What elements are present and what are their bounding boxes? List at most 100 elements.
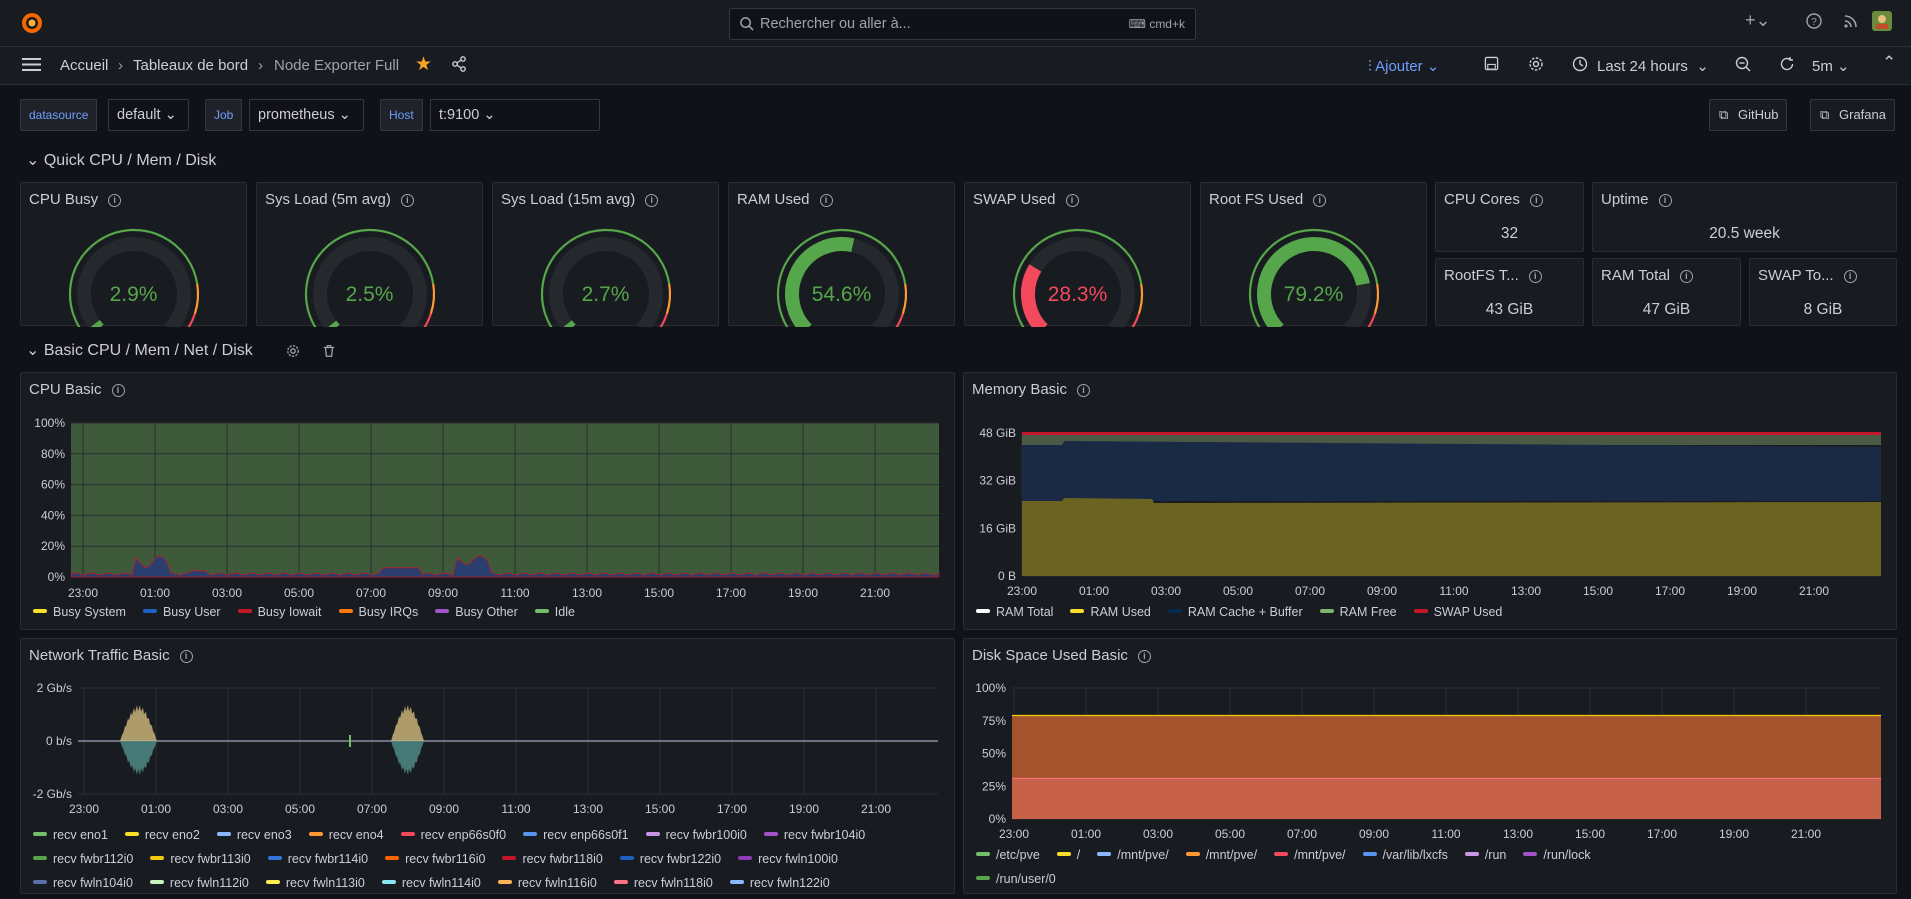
legend-item[interactable]: recv fwln114i0 bbox=[381, 871, 481, 895]
grafana-logo-icon[interactable] bbox=[20, 11, 44, 35]
legend-item[interactable]: /etc/pve bbox=[976, 843, 1040, 867]
time-range-picker[interactable]: Last 24 hours ⌄ bbox=[1597, 58, 1709, 75]
info-icon[interactable]: i bbox=[645, 194, 659, 207]
info-icon[interactable]: i bbox=[400, 194, 414, 207]
legend-item[interactable]: recv fwbr122i0 bbox=[619, 847, 721, 871]
variable-select-job[interactable]: prometheus ⌄ bbox=[249, 99, 364, 131]
help-icon[interactable]: ? bbox=[1806, 13, 1822, 29]
legend-item[interactable]: RAM Free bbox=[1319, 605, 1397, 619]
info-icon[interactable]: i bbox=[179, 650, 193, 663]
collapse-chevron-up-icon[interactable]: ⌃ bbox=[1882, 53, 1897, 72]
legend-item[interactable]: /run/user/0 bbox=[976, 867, 1056, 891]
legend-item[interactable]: recv fwln113i0 bbox=[265, 871, 365, 895]
info-icon[interactable]: i bbox=[108, 194, 122, 207]
legend-item[interactable]: recv fwbr116i0 bbox=[385, 847, 485, 871]
settings-gear-icon[interactable] bbox=[1528, 56, 1544, 72]
github-link-button[interactable]: ⧉ GitHub bbox=[1709, 99, 1788, 131]
zoom-out-icon[interactable] bbox=[1735, 56, 1751, 72]
info-icon[interactable]: i bbox=[1529, 194, 1543, 207]
legend-item[interactable]: recv eno3 bbox=[216, 823, 292, 847]
row-delete-trash-icon[interactable] bbox=[322, 344, 336, 358]
legend-item[interactable]: recv fwln104i0 bbox=[33, 871, 133, 895]
legend-item[interactable]: Busy Other bbox=[435, 605, 518, 619]
legend-item[interactable]: recv eno2 bbox=[124, 823, 200, 847]
legend-item[interactable]: /run/lock bbox=[1523, 843, 1591, 867]
stat-panel-uptime[interactable]: Uptime i 20.5 week bbox=[1592, 182, 1897, 252]
legend-item[interactable]: /mnt/pve/ bbox=[1274, 843, 1346, 867]
menu-hamburger-icon[interactable] bbox=[22, 57, 41, 72]
legend-item[interactable]: RAM Cache + Buffer bbox=[1167, 605, 1303, 619]
gauge-panel-2[interactable]: Sys Load (5m avg) i 2.5% bbox=[256, 182, 483, 327]
info-icon[interactable]: i bbox=[1658, 194, 1672, 207]
legend-item[interactable]: recv fwln122i0 bbox=[729, 871, 830, 895]
gauge-panel-3[interactable]: Sys Load (15m avg) i 2.7% bbox=[492, 182, 719, 327]
gauge-panel-5[interactable]: SWAP Used i 28.3% bbox=[964, 182, 1191, 327]
legend-item[interactable]: SWAP Used bbox=[1413, 605, 1502, 619]
stat-panel-cpu-cores[interactable]: CPU Cores i 32 bbox=[1435, 182, 1584, 252]
refresh-interval-picker[interactable]: 5m ⌄ bbox=[1812, 58, 1850, 75]
row-quick-header[interactable]: ⌄ Quick CPU / Mem / Disk bbox=[26, 152, 217, 169]
row-basic-header[interactable]: ⌄ Basic CPU / Mem / Net / Disk bbox=[26, 342, 253, 359]
legend-item[interactable]: /mnt/pve/ bbox=[1097, 843, 1169, 867]
legend-item[interactable]: recv fwbr118i0 bbox=[502, 847, 603, 871]
refresh-icon[interactable] bbox=[1779, 56, 1795, 72]
network-traffic-chart[interactable]: 2 Gb/s 0 b/s -2 Gb/s23:00 01:00 03:00 05:00 07… bbox=[21, 639, 956, 819]
legend-item[interactable]: Busy User bbox=[142, 605, 221, 619]
breadcrumb-dashboards[interactable]: Tableaux de bord bbox=[133, 57, 249, 74]
legend-item[interactable]: Idle bbox=[534, 605, 575, 619]
info-icon[interactable]: i bbox=[1137, 650, 1151, 663]
new-plus-icon[interactable]: +⌄ bbox=[1745, 10, 1771, 30]
info-icon[interactable]: i bbox=[1843, 270, 1857, 283]
legend-item[interactable]: recv fwln116i0 bbox=[497, 871, 597, 895]
legend-item[interactable]: Busy System bbox=[33, 605, 126, 619]
legend-item[interactable]: RAM Total bbox=[976, 605, 1053, 619]
info-icon[interactable]: i bbox=[111, 384, 125, 397]
panel-disk-space-used-basic[interactable]: Disk Space Used Basic i 100% 75% 50% 25% 0% 23… bbox=[963, 638, 1897, 894]
favorite-star-icon[interactable]: ★ bbox=[415, 54, 433, 75]
news-rss-icon[interactable] bbox=[1843, 13, 1859, 29]
legend-item[interactable]: recv fwbr112i0 bbox=[33, 847, 133, 871]
variable-select-datasource[interactable]: default ⌄ bbox=[108, 99, 189, 131]
info-icon[interactable]: i bbox=[1528, 270, 1542, 283]
legend-item[interactable]: RAM Used bbox=[1070, 605, 1151, 619]
legend-item[interactable]: recv eno1 bbox=[33, 823, 108, 847]
legend-item[interactable]: Busy IRQs bbox=[338, 605, 418, 619]
save-icon[interactable] bbox=[1484, 56, 1499, 71]
disk-space-chart[interactable]: 100% 75% 50% 25% 0%23:00 01:00 03:00 05:00 07:00… bbox=[964, 639, 1898, 839]
gauge-panel-6[interactable]: Root FS Used i 79.2% bbox=[1200, 182, 1427, 327]
add-button[interactable]: ⫶ Ajouter ⌄ bbox=[1368, 58, 1440, 75]
variable-select-host[interactable]: t:9100 ⌄ bbox=[430, 99, 600, 131]
legend-item[interactable]: recv fwbr100i0 bbox=[645, 823, 747, 847]
info-icon[interactable]: i bbox=[1065, 194, 1079, 207]
legend-item[interactable]: /run bbox=[1464, 843, 1506, 867]
profile-avatar-icon[interactable] bbox=[1872, 11, 1892, 31]
gauge-panel-1[interactable]: CPU Busy i 2.9% bbox=[20, 182, 247, 327]
row-settings-gear-icon[interactable] bbox=[286, 344, 300, 358]
panel-memory-basic[interactable]: Memory Basic i 48 GiB 32 GiB 16 GiB 0 B 23:00… bbox=[963, 372, 1897, 630]
legend-item[interactable]: recv enp66s0f0 bbox=[400, 823, 506, 847]
legend-item[interactable]: recv fwln100i0 bbox=[738, 847, 838, 871]
stat-panel-ram-total[interactable]: RAM Total i 47 GiB bbox=[1592, 258, 1741, 326]
search-input[interactable]: Rechercher ou aller à... ⌨ cmd+k bbox=[729, 8, 1196, 40]
grafana-link-button[interactable]: ⧉ Grafana bbox=[1810, 99, 1895, 131]
stat-panel-swap-total[interactable]: SWAP To... i 8 GiB bbox=[1749, 258, 1897, 326]
legend-item[interactable]: /var/lib/lxcfs bbox=[1362, 843, 1448, 867]
breadcrumb-home[interactable]: Accueil bbox=[60, 57, 109, 74]
info-icon[interactable]: i bbox=[1679, 270, 1693, 283]
legend-item[interactable]: recv enp66s0f1 bbox=[523, 823, 629, 847]
legend-item[interactable]: Busy Iowait bbox=[237, 605, 322, 619]
panel-network-traffic-basic[interactable]: Network Traffic Basic i 2 Gb/s 0 b/s -2 Gb/… bbox=[20, 638, 955, 894]
legend-item[interactable]: recv fwln118i0 bbox=[613, 871, 713, 895]
stat-panel-rootfs-total[interactable]: RootFS T... i 43 GiB bbox=[1435, 258, 1584, 326]
info-icon[interactable]: i bbox=[819, 194, 833, 207]
legend-item[interactable]: recv fwbr104i0 bbox=[763, 823, 865, 847]
legend-item[interactable]: / bbox=[1056, 843, 1080, 867]
legend-item[interactable]: recv fwbr113i0 bbox=[150, 847, 251, 871]
legend-item[interactable]: recv eno4 bbox=[308, 823, 384, 847]
cpu-basic-chart[interactable]: 100% 80% 60% 40% 20% 0%23:00 01:00 03:00 05:00 07… bbox=[21, 373, 956, 631]
legend-item[interactable]: /mnt/pve/ bbox=[1185, 843, 1257, 867]
panel-cpu-basic[interactable]: CPU Basic i 100% 80% 60% 40% 20% 0% 23:00 01:00 0… bbox=[20, 372, 955, 630]
info-icon[interactable]: i bbox=[1077, 384, 1091, 397]
info-icon[interactable]: i bbox=[1313, 194, 1327, 207]
legend-item[interactable]: recv fwln112i0 bbox=[149, 871, 249, 895]
